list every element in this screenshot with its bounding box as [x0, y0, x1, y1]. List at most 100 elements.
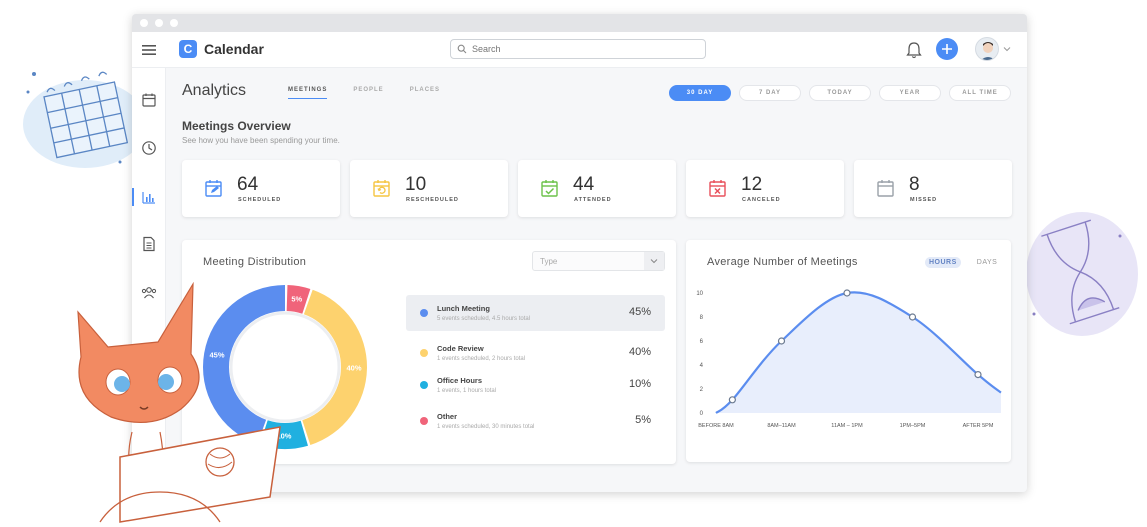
calendar-edit-icon	[205, 180, 222, 197]
legend-detail: 1 events scheduled, 30 minutes total	[437, 424, 535, 430]
calendar-icon[interactable]	[141, 92, 157, 108]
donut-slice-label: 10%	[276, 431, 291, 440]
x-tick-label: AFTER 5PM	[963, 423, 994, 429]
page-title: Analytics	[182, 82, 247, 99]
search-box[interactable]	[450, 39, 706, 59]
distribution-donut-chart: 5% 40% 10% 45%	[202, 285, 367, 449]
legend-item-other[interactable]: Other 1 events scheduled, 30 minutes tot…	[406, 403, 665, 439]
bar-chart-icon[interactable]	[141, 189, 157, 205]
cat-illustration	[77, 282, 281, 523]
stat-label: RESCHEDULED	[406, 197, 459, 203]
calendar-cancel-icon	[709, 180, 726, 197]
app-window: C Calendar	[132, 14, 1027, 492]
legend-detail: 1 events, 1 hours total	[437, 388, 497, 394]
y-tick-label: 8	[700, 315, 704, 321]
stat-label: CANCELED	[742, 197, 781, 203]
app-logo[interactable]: C Calendar	[179, 40, 264, 58]
card-title: Meeting Distribution	[203, 256, 307, 268]
clock-icon[interactable]	[141, 140, 157, 156]
legend-name: Other	[437, 412, 458, 421]
section-title: Meetings Overview	[182, 119, 291, 133]
line-area-fill	[716, 292, 1001, 413]
line-point[interactable]	[728, 396, 736, 404]
hourglass-illustration	[1026, 212, 1138, 336]
legend-dot	[420, 309, 428, 317]
type-dropdown-value: Type	[540, 256, 558, 266]
unit-toggle: HOURS DAYS	[925, 257, 1001, 268]
chevron-down-icon[interactable]	[1003, 46, 1011, 52]
donut-center	[229, 311, 341, 423]
add-event-button[interactable]	[936, 38, 958, 60]
calendar-reschedule-icon	[373, 180, 390, 197]
x-tick-label: BEFORE 8AM	[698, 423, 734, 429]
legend-dot	[420, 417, 428, 425]
calendar-check-icon	[541, 180, 558, 197]
tab-places[interactable]: PLACES	[409, 87, 441, 93]
x-tick-label: 11AM – 1PM	[831, 423, 863, 429]
calendar-missed-icon	[877, 180, 894, 197]
stat-card-scheduled[interactable]: 64 SCHEDULED	[182, 160, 340, 217]
stat-label: SCHEDULED	[238, 197, 282, 203]
type-dropdown[interactable]: Type	[532, 251, 665, 271]
window-titlebar	[132, 14, 1027, 32]
x-tick-label: 1PM–5PM	[900, 423, 926, 429]
donut-slice[interactable]	[302, 289, 367, 445]
unit-hours-button[interactable]: HOURS	[925, 257, 961, 268]
stat-value: 64	[237, 174, 259, 195]
user-avatar[interactable]	[975, 37, 999, 61]
legend-item-office-hours[interactable]: Office Hours 1 events, 1 hours total 10%	[406, 367, 665, 403]
search-input[interactable]	[472, 44, 672, 54]
chevron-down-icon	[644, 252, 664, 270]
legend-name: Code Review	[437, 344, 484, 353]
legend-dot	[420, 381, 428, 389]
stat-card-missed[interactable]: 8 MISSED	[854, 160, 1012, 217]
window-close-dot[interactable]	[140, 19, 148, 27]
donut-slice[interactable]	[202, 285, 285, 445]
x-tick-label: 8AM–11AM	[767, 423, 796, 429]
tab-meetings[interactable]: MEETINGS	[288, 87, 328, 99]
legend-dot	[420, 349, 428, 357]
document-icon[interactable]	[141, 236, 157, 252]
user-avatar-image	[981, 42, 995, 60]
section-subtitle: See how you have been spending your time…	[182, 136, 340, 145]
search-icon	[457, 44, 467, 54]
y-tick-label: 0	[700, 411, 704, 417]
window-minimize-dot[interactable]	[155, 19, 163, 27]
range-all-time-button[interactable]: ALL TIME	[949, 85, 1011, 101]
legend-percent: 10%	[628, 378, 651, 390]
calendar-illustration	[23, 71, 147, 168]
donut-slice[interactable]	[286, 285, 311, 314]
range-7-day-button[interactable]: 7 DAY	[739, 85, 801, 101]
stat-card-rescheduled[interactable]: 10 RESCHEDULED	[350, 160, 508, 217]
legend-percent: 5%	[635, 414, 651, 426]
line-point[interactable]	[974, 370, 982, 379]
donut-slice-label: 40%	[346, 364, 361, 373]
legend-percent: 45%	[628, 306, 651, 318]
tab-people[interactable]: PEOPLE	[353, 87, 384, 93]
window-maximize-dot[interactable]	[170, 19, 178, 27]
hamburger-menu-icon[interactable]	[140, 42, 158, 58]
range-today-button[interactable]: TODAY	[809, 85, 871, 101]
people-icon[interactable]	[141, 284, 157, 300]
stat-value: 44	[573, 174, 595, 195]
stat-card-attended[interactable]: 44 ATTENDED	[518, 160, 676, 217]
stat-label: MISSED	[910, 197, 938, 203]
legend-item-code-review[interactable]: Code Review 1 events scheduled, 2 hours …	[406, 335, 665, 371]
unit-days-button[interactable]: DAYS	[976, 259, 998, 266]
plus-icon	[942, 44, 952, 54]
stat-card-canceled[interactable]: 12 CANCELED	[686, 160, 844, 217]
line-point[interactable]	[777, 337, 786, 345]
legend-item-lunch-meeting[interactable]: Lunch Meeting 5 events scheduled, 4.5 ho…	[406, 295, 665, 331]
average-meetings-line-chart: 0 2 4 6 8 10 BEFORE 8AM 8AM–11AM 11AM – 1PM 1PM–5…	[696, 289, 1002, 429]
average-meetings-card: Average Number of Meetings HOURS DAYS 0 2…	[686, 240, 1011, 462]
legend-percent: 40%	[628, 346, 651, 358]
notification-bell-icon[interactable]	[906, 41, 922, 59]
stat-value: 10	[405, 174, 427, 195]
range-30-day-button[interactable]: 30 DAY	[669, 85, 731, 101]
range-year-button[interactable]: YEAR	[879, 85, 941, 101]
line-point[interactable]	[908, 313, 917, 321]
donut-slice-label: 5%	[291, 295, 302, 304]
line-point[interactable]	[843, 289, 851, 297]
legend-name: Office Hours	[437, 376, 483, 385]
legend-detail: 1 events scheduled, 2 hours total	[437, 356, 526, 362]
